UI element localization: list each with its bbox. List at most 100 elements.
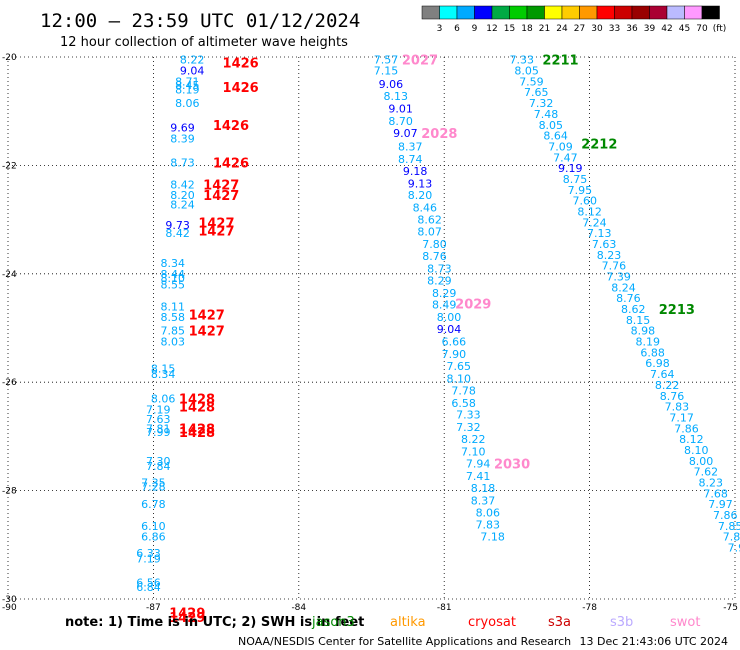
- swh-value: 7.85: [161, 325, 186, 338]
- swh-value: 8.44: [161, 268, 186, 281]
- colorbar-label: 42: [661, 24, 672, 34]
- swh-value: 8.20: [170, 189, 195, 202]
- colorbar-label: 30: [591, 24, 603, 34]
- chart-title: 12:00 — 23:59 UTC 01/12/2024: [40, 10, 360, 32]
- swh-value: 7.83: [665, 401, 690, 414]
- swh-value: 8.06: [476, 506, 501, 519]
- color-scale-legend: 3 6 9 12 15 18 21 24 27 30 33 36 39 42 45 70 (ft): [421, 5, 726, 34]
- swh-value: 8.34: [161, 257, 186, 270]
- satellite-legend-jason3: jason3: [311, 615, 355, 630]
- swh-value: 8.55: [161, 279, 186, 292]
- colorbar-label: 18: [521, 24, 533, 34]
- swh-value: 6.56: [136, 577, 161, 590]
- colorbar-label: 15: [504, 24, 515, 34]
- colorbar-swatch: [614, 5, 633, 20]
- swh-value: 7.19: [136, 552, 161, 565]
- swh-value: 8.46: [413, 202, 438, 215]
- swh-value: 7.83: [476, 519, 501, 532]
- swh-value: 7.48: [534, 108, 559, 121]
- swh-value: 8.62: [621, 303, 646, 316]
- swh-value: 8.24: [170, 198, 195, 211]
- swh-value: 7.62: [694, 466, 719, 479]
- pass-time-label: 1426: [213, 119, 249, 134]
- pass-time-label: 1428: [179, 422, 215, 437]
- swh-value: 7.99: [146, 426, 171, 439]
- swh-value: 8.22: [655, 379, 680, 392]
- swh-value: 8.05: [514, 65, 539, 78]
- colorbar-swatch: [439, 5, 458, 20]
- x-tick-label: -84: [291, 603, 306, 613]
- pass-time-label: 1428: [179, 401, 215, 416]
- satellite-legend-cryosat: cryosat: [468, 615, 516, 630]
- swh-value: 7.09: [548, 140, 573, 153]
- swh-value: 9.01: [388, 102, 413, 115]
- swh-value: 8.62: [417, 214, 442, 227]
- swh-value: 8.64: [543, 130, 568, 143]
- swh-value: 8.71: [175, 75, 200, 88]
- swh-value: 7.10: [461, 446, 486, 459]
- swh-value: 7.24: [582, 216, 607, 229]
- y-tick-label: -28: [2, 487, 17, 497]
- satellite-legend-s3a: s3a: [548, 615, 571, 630]
- swh-value: 8.76: [616, 292, 641, 305]
- swh-value: 7.47: [553, 151, 578, 164]
- swh-value: 7.30: [146, 455, 171, 468]
- swh-value: 8.03: [161, 336, 186, 349]
- swh-value: 7.63: [146, 413, 171, 426]
- swh-value: 6.33: [136, 547, 161, 560]
- swh-value: 8.00: [437, 311, 462, 324]
- colorbar-label: 45: [679, 24, 690, 34]
- swh-value: 8.29: [432, 287, 457, 300]
- swh-value: 8.13: [383, 90, 408, 103]
- swh-value: 7.18: [480, 531, 505, 544]
- pass-time-label: 1426: [223, 81, 259, 96]
- swh-value: 6.58: [451, 397, 476, 410]
- satellite-legend: jason3 altika cryosat s3a s3b swot: [311, 615, 700, 630]
- swh-value: 7.32: [529, 97, 554, 110]
- colorbar-swatch: [474, 5, 493, 20]
- swh-value: 8.12: [679, 433, 704, 446]
- swh-value: 7.86: [674, 422, 699, 435]
- swh-value: 8.73: [427, 262, 452, 275]
- pass-time-label: 1428: [179, 392, 215, 407]
- footer-timestamp: 13 Dec 21:43:06 UTC 2024: [580, 635, 728, 648]
- swh-value: 8.18: [471, 482, 496, 495]
- swh-value: 8.07: [417, 226, 442, 239]
- swh-value: 7.95: [568, 184, 593, 197]
- satellite-legend-s3b: s3b: [610, 615, 633, 630]
- swh-value: 7.90: [442, 348, 467, 361]
- pass-time-label: 2213: [659, 303, 695, 318]
- pass-time-label: 2212: [581, 138, 617, 153]
- pass-time-label: 1428: [179, 426, 215, 441]
- colorbar-swatch: [631, 5, 650, 20]
- swh-value: 7.68: [703, 487, 728, 500]
- swh-value: 6.78: [141, 498, 166, 511]
- swh-value: 7.59: [519, 75, 544, 88]
- colorbar-label: 33: [609, 24, 620, 34]
- colorbar-label: 12: [486, 24, 497, 34]
- swh-value: 8.76: [422, 250, 447, 263]
- swh-value: 7.85: [718, 520, 740, 533]
- pass-time-label: 1429: [169, 611, 205, 626]
- swh-value: 9.18: [403, 165, 428, 178]
- swh-value: 8.37: [471, 494, 496, 507]
- swh-value: 7.83: [723, 531, 740, 544]
- swh-value: 6.86: [141, 531, 166, 544]
- swh-value: 7.97: [708, 498, 733, 511]
- pass-time-label: 1426: [213, 157, 249, 172]
- swh-value: 8.49: [432, 299, 457, 312]
- colorbar-swatch: [596, 5, 615, 20]
- pass-time-label: 1429: [169, 607, 205, 622]
- pass-time-label: 1427: [189, 325, 225, 340]
- y-tick-label: -30: [2, 595, 17, 605]
- swh-value: 8.98: [631, 325, 656, 338]
- y-tick-label: -22: [2, 161, 17, 171]
- swh-value: 8.10: [161, 272, 186, 285]
- swh-value: 7.78: [451, 384, 476, 397]
- pass-time-label: 1427: [203, 178, 239, 193]
- swh-value: 7.19: [146, 403, 171, 416]
- swh-value: 7.64: [650, 368, 675, 381]
- colorbar-label: 9: [472, 24, 478, 34]
- swh-value: 8.15: [626, 314, 651, 327]
- swh-value: 7.94: [466, 458, 491, 471]
